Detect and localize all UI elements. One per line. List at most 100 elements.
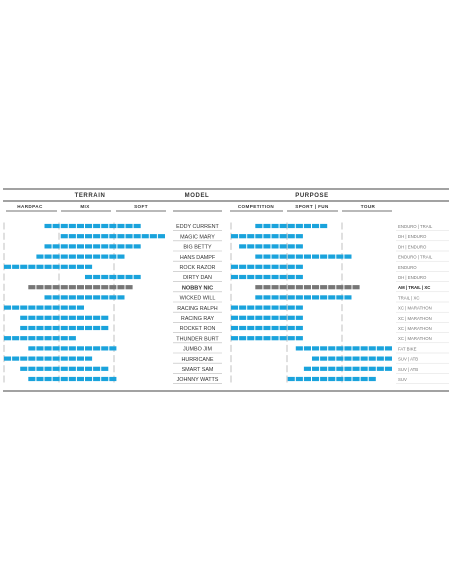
terrain-bar-segment [117, 244, 125, 249]
purpose-bar-segment [231, 234, 239, 239]
terrain-bar-segment [44, 264, 52, 269]
terrain-bar-segment [109, 254, 117, 259]
terrain-bar-segment [141, 234, 149, 239]
purpose-bar-segment [295, 223, 303, 229]
terrain-bar-segment [20, 325, 28, 331]
purpose-bar-segment [312, 376, 320, 382]
terrain-bar-segment [85, 356, 93, 361]
category-label: DH | ENDURO [398, 275, 427, 280]
terrain-bar-segment [93, 376, 101, 382]
purpose-bar-segment [360, 366, 368, 371]
purpose-bar-segment [303, 254, 311, 259]
terrain-bar-segment [85, 234, 93, 239]
terrain-bar-segment [101, 254, 109, 259]
purpose-bar-segment [287, 274, 295, 280]
purpose-bar-segment [295, 264, 303, 269]
purpose-bar-segment [287, 325, 295, 331]
terrain-bar-segment [44, 285, 52, 290]
purpose-bar-segment [368, 356, 376, 361]
terrain-bar-segment [101, 315, 109, 320]
terrain-bar-segment [44, 336, 52, 341]
terrain-bar-segment [85, 264, 93, 269]
purpose-bar-segment [255, 325, 263, 331]
terrain-bar-segment [76, 346, 84, 351]
terrain-bar-segment [109, 244, 117, 249]
terrain-bar-segment [52, 223, 60, 229]
purpose-bar-segment [255, 274, 263, 280]
purpose-bar-segment [352, 366, 360, 371]
terrain-bar-segment [93, 274, 101, 280]
purpose-bar-segment [360, 346, 368, 351]
chart-rows: EDDY CURRENT ENDURO | TRAIL MAGIC MARY DH |… [3, 222, 449, 384]
terrain-bar-segment [68, 254, 76, 259]
terrain-bar-segment [28, 376, 36, 382]
table-row: DIRTY DAN DH | ENDURO [3, 273, 449, 282]
purpose-bar-segment [287, 254, 295, 259]
purpose-bar-segment [360, 376, 368, 382]
terrain-bar-segment [157, 234, 165, 239]
terrain-bar-segment [101, 244, 109, 249]
purpose-bar-segment [376, 346, 384, 351]
purpose-bar-segment [279, 274, 287, 280]
purpose-bar-segment [271, 223, 279, 229]
purpose-bar-segment [239, 336, 247, 341]
purpose-bar-segment [287, 305, 295, 310]
purpose-bar-segment [231, 305, 239, 310]
table-row: THUNDER BURT XC | MARATHON [3, 334, 449, 344]
purpose-bar-segment [295, 315, 303, 320]
purpose-bar-segment [287, 295, 295, 300]
model-name: ROCKET RON [180, 326, 216, 332]
purpose-bar-segment [384, 346, 392, 351]
purpose-bar-segment [271, 264, 279, 269]
purpose-bar-segment [279, 234, 287, 239]
terrain-bar-segment [4, 264, 12, 269]
purpose-bar-segment [287, 285, 295, 290]
purpose-bar-segment [312, 366, 320, 371]
purpose-bar-segment [263, 295, 271, 300]
terrain-bar-segment [28, 366, 36, 371]
terrain-bar-segment [85, 315, 93, 320]
terrain-bar-segment [36, 325, 44, 331]
terrain-bar-segment [28, 325, 36, 331]
terrain-bar-segment [133, 274, 141, 280]
terrain-bar-segment [85, 274, 93, 280]
terrain-bar-segment [60, 346, 68, 351]
terrain-bar-segment [93, 234, 101, 239]
category-label: AM | TRAIL | XC [398, 285, 430, 290]
terrain-bar-segment [68, 366, 76, 371]
purpose-bar-segment [336, 376, 344, 382]
terrain-bar-segment [28, 346, 36, 351]
purpose-bar-segment [303, 295, 311, 300]
terrain-bar-segment [149, 234, 157, 239]
terrain-bar-segment [117, 285, 125, 290]
terrain-bar-segment [76, 295, 84, 300]
purpose-bar-segment [344, 366, 352, 371]
terrain-bar-segment [68, 315, 76, 320]
purpose-bar-segment [287, 376, 295, 382]
purpose-bar-segment [247, 325, 255, 331]
purpose-bar-segment [368, 376, 376, 382]
purpose-bar-segment [344, 254, 352, 259]
terrain-bar-segment [109, 234, 117, 239]
terrain-bar-segment [60, 336, 68, 341]
terrain-bar-segment [28, 285, 36, 290]
category-label: TRAIL | XC [398, 295, 420, 300]
terrain-bar-segment [101, 274, 109, 280]
terrain-bar-segment [125, 285, 133, 290]
terrain-bar-segment [76, 234, 84, 239]
purpose-bar-segment [336, 295, 344, 300]
terrain-bar-segment [125, 223, 133, 229]
terrain-bar-segment [93, 325, 101, 331]
purpose-bar-segment [271, 305, 279, 310]
subheader-mix: MIX [80, 204, 90, 209]
terrain-bar-segment [60, 315, 68, 320]
terrain-bar-segment [60, 223, 68, 229]
purpose-bar-segment [255, 254, 263, 259]
purpose-bar-segment [271, 234, 279, 239]
purpose-bar-segment [247, 264, 255, 269]
terrain-bar-segment [93, 346, 101, 351]
terrain-bar-segment [76, 244, 84, 249]
terrain-bar-segment [93, 223, 101, 229]
category-label: ENDURO | TRAIL [398, 255, 433, 260]
purpose-bar-segment [303, 366, 311, 371]
